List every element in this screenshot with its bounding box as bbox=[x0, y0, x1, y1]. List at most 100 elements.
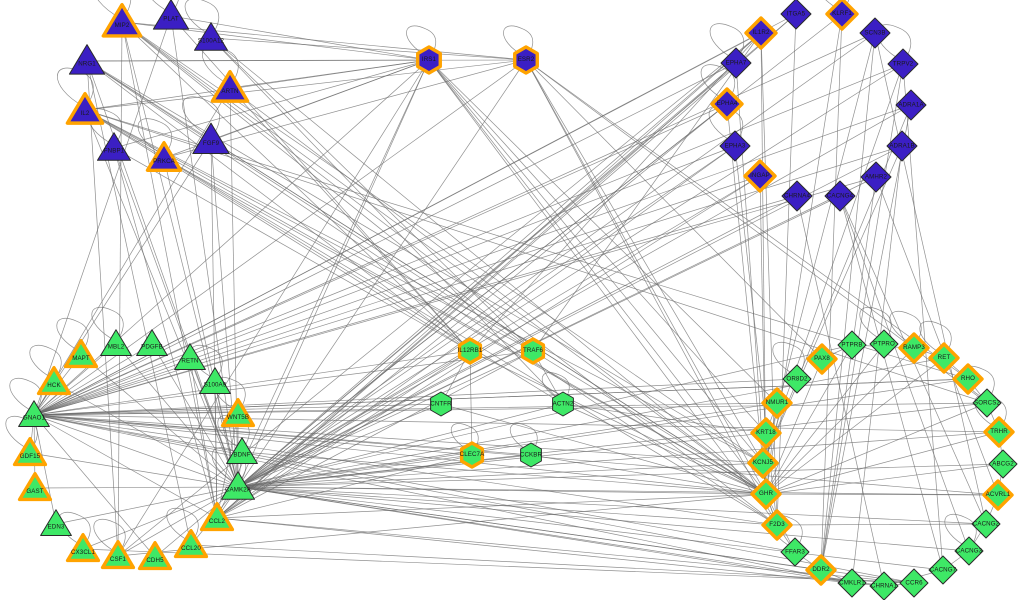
graph-node-ingap[interactable]: INGAP bbox=[740, 156, 781, 197]
graph-node-adra1a[interactable]: ADRA1A bbox=[893, 87, 929, 123]
graph-node-cdh5[interactable]: CDH5 bbox=[136, 538, 175, 577]
edge bbox=[121, 21, 778, 526]
triangle-shape-icon bbox=[220, 469, 256, 510]
graph-node-prkca[interactable]: PRKCA bbox=[144, 138, 185, 179]
graph-node-pdgfb[interactable]: PDGFB bbox=[135, 327, 169, 361]
edge bbox=[237, 463, 1004, 488]
graph-node-artn[interactable]: ARTN bbox=[209, 67, 252, 110]
graph-node-plat[interactable]: PLAT bbox=[152, 0, 190, 35]
edge bbox=[210, 37, 564, 405]
self-loop-edge bbox=[91, 306, 124, 341]
edge bbox=[237, 104, 912, 488]
edge bbox=[84, 109, 239, 488]
graph-node-trhr[interactable]: TRHR bbox=[980, 413, 1019, 452]
graph-node-gnao1[interactable]: GNAO1 bbox=[17, 398, 51, 432]
graph-node-wnt5b[interactable]: WNT5B bbox=[219, 395, 258, 434]
graph-node-chrna1[interactable]: CHRNA1 bbox=[867, 569, 901, 600]
graph-node-trpv2[interactable]: TRPV2 bbox=[885, 46, 921, 82]
graph-node-il12rb1[interactable]: IL12RB1 bbox=[453, 334, 488, 369]
hexagon-shape-icon bbox=[516, 334, 551, 374]
diamond-shape-icon bbox=[778, 535, 812, 574]
edge bbox=[237, 403, 442, 488]
graph-node-epha4[interactable]: EPHA4 bbox=[707, 84, 748, 125]
diamond-shape-icon bbox=[758, 384, 797, 428]
edge bbox=[33, 145, 736, 416]
diamond-shape-icon bbox=[717, 128, 753, 169]
edge bbox=[121, 21, 239, 488]
graph-node-csf1[interactable]: CSF1 bbox=[99, 537, 138, 576]
edge bbox=[84, 109, 471, 352]
edge bbox=[33, 414, 473, 456]
triangle-shape-icon bbox=[173, 341, 207, 380]
graph-node-fgf9[interactable]: FGF9 bbox=[192, 121, 231, 160]
graph-node-fnbp1[interactable]: FNBP1 bbox=[96, 130, 132, 166]
edge bbox=[237, 350, 471, 488]
edge bbox=[216, 13, 797, 519]
edge bbox=[33, 103, 728, 416]
graph-node-s100a12[interactable]: S100A12 bbox=[193, 20, 229, 56]
edge bbox=[33, 378, 798, 416]
edge bbox=[33, 414, 239, 488]
graph-node-clec7a[interactable]: CLEC7A bbox=[455, 438, 490, 473]
edge bbox=[237, 432, 767, 488]
self-loop-edge bbox=[137, 118, 173, 155]
edge bbox=[532, 350, 767, 495]
graph-node-mip2[interactable]: MIP2 bbox=[100, 0, 145, 44]
diamond-shape-icon bbox=[822, 0, 863, 39]
triangle-shape-icon bbox=[99, 537, 138, 581]
graph-node-cacng7[interactable]: CACNG7 bbox=[926, 553, 960, 587]
edge bbox=[765, 344, 853, 495]
graph-node-cacng4[interactable]: CACNG4 bbox=[822, 178, 858, 214]
edge bbox=[84, 109, 767, 495]
diamond-shape-icon bbox=[778, 0, 814, 37]
graph-node-cx3cl1[interactable]: CX3CL1 bbox=[64, 530, 103, 569]
diamond-shape-icon bbox=[926, 553, 960, 592]
graph-node-il2[interactable]: IL2 bbox=[64, 89, 107, 132]
graph-node-cckbr[interactable]: CCKBR bbox=[516, 440, 546, 470]
graph-node-itga5[interactable]: ITGA5 bbox=[778, 0, 814, 32]
edge bbox=[428, 59, 767, 495]
diamond-shape-icon bbox=[858, 159, 894, 200]
graph-node-nrg1[interactable]: NRG1 bbox=[68, 42, 106, 80]
graph-node-actn2[interactable]: ACTN2 bbox=[548, 389, 578, 419]
edge bbox=[33, 378, 969, 416]
graph-node-epha7[interactable]: EPHA7 bbox=[718, 45, 754, 81]
edge bbox=[210, 139, 767, 495]
self-loop-edge bbox=[876, 24, 912, 61]
graph-node-hck[interactable]: HCK bbox=[35, 363, 74, 402]
edge bbox=[117, 32, 762, 557]
edge bbox=[237, 402, 988, 488]
graph-node-chrna4[interactable]: CHRNA4 bbox=[779, 178, 815, 214]
diamond-shape-icon bbox=[893, 87, 929, 128]
graph-node-mbl2[interactable]: MBL2 bbox=[99, 327, 133, 361]
graph-node-cmklr1[interactable]: CMKLR1 bbox=[835, 566, 869, 600]
edge bbox=[33, 145, 903, 416]
edge bbox=[33, 139, 212, 416]
self-loop-edge bbox=[29, 344, 62, 379]
edge bbox=[839, 195, 970, 552]
graph-node-esr2[interactable]: ESR2 bbox=[508, 42, 545, 79]
graph-node-gast[interactable]: GAST bbox=[16, 469, 55, 508]
graph-node-ccl20[interactable]: CCL20 bbox=[172, 526, 211, 565]
diamond-shape-icon bbox=[835, 328, 869, 367]
graph-node-traf6[interactable]: TRAF6 bbox=[516, 334, 551, 369]
graph-node-amhr2[interactable]: AMHR2 bbox=[858, 159, 894, 195]
graph-node-bdnf[interactable]: BDNF bbox=[225, 435, 259, 469]
self-loop-edge bbox=[919, 320, 952, 355]
graph-node-irs1[interactable]: IRS1 bbox=[411, 42, 448, 79]
edge bbox=[237, 357, 945, 488]
edge bbox=[190, 544, 915, 584]
edge bbox=[237, 486, 944, 571]
edge bbox=[84, 59, 430, 111]
diamond-shape-icon bbox=[970, 386, 1004, 425]
graph-node-gdf15[interactable]: GDF15 bbox=[11, 434, 50, 473]
edge bbox=[765, 431, 1000, 495]
graph-node-ccr6[interactable]: CCR6 bbox=[897, 566, 931, 600]
edge bbox=[33, 414, 57, 525]
graph-node-cntfr[interactable]: CNTFR bbox=[426, 389, 456, 419]
self-loop-edge bbox=[9, 377, 42, 412]
diamond-shape-icon bbox=[747, 475, 786, 519]
edge bbox=[237, 431, 1000, 488]
